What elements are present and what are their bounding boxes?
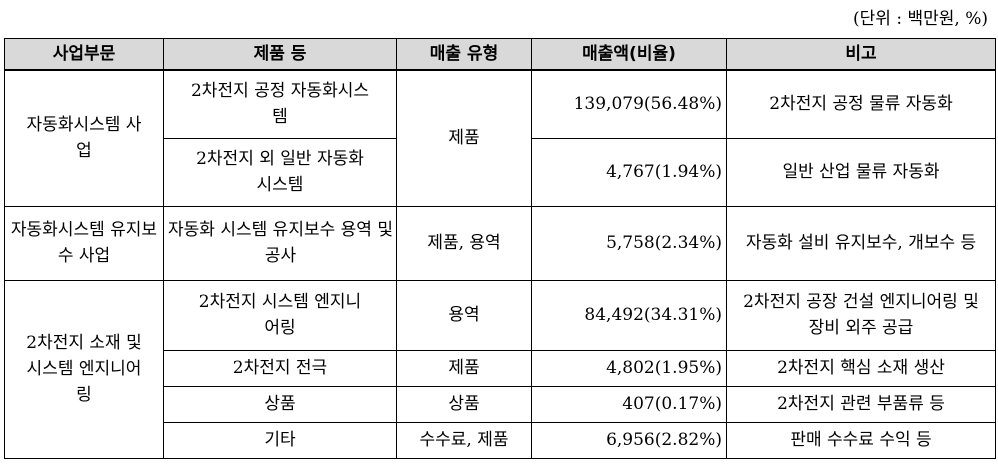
segment-cell: 자동화시스템 사업 — [4, 69, 164, 207]
type-cell: 제품 — [396, 349, 532, 387]
segment-cell: 자동화시스템 유지보수 사업 — [4, 205, 164, 281]
unit-note: (단위 : 백만원, %) — [853, 9, 988, 29]
sales-cell: 5,758(2.34%) — [531, 205, 727, 281]
type-cell: 제품 — [396, 69, 532, 207]
type-cell: 수수료, 제품 — [396, 421, 532, 459]
type-cell: 용역 — [396, 279, 532, 351]
note-cell: 2차전지 핵심 소재 생산 — [726, 349, 996, 387]
header-sales: 매출액(비율) — [531, 38, 727, 71]
note-cell: 판매 수수료 수익 등 — [726, 421, 996, 459]
product-cell: 2차전지 외 일반 자동화시스템 — [163, 137, 397, 207]
sales-cell: 139,079(56.48%) — [531, 69, 727, 139]
type-cell: 상품 — [396, 385, 532, 423]
segment-cell: 2차전지 소재 및 시스템 엔지니어링 — [4, 279, 164, 459]
table-row: 2차전지 전극 제품 4,802(1.95%) 2차전지 핵심 소재 생산 — [5, 349, 996, 387]
table-row: 자동화시스템 사업 2차전지 공정 자동화시스템 제품 139,079(56.4… — [4, 69, 996, 207]
sales-cell: 4,802(1.95%) — [531, 349, 727, 387]
note-cell: 일반 산업 물류 자동화 — [726, 137, 996, 207]
product-cell: 2차전지 시스템 엔지니어링 — [163, 279, 397, 351]
product-cell: 상품 — [163, 385, 397, 423]
header-product: 제품 등 — [163, 38, 397, 71]
header-note: 비고 — [726, 38, 996, 71]
product-cell: 2차전지 공정 자동화시스템 — [163, 69, 397, 139]
product-cell: 기타 — [163, 421, 397, 459]
table-row: 자동화시스템 유지보수 사업 자동화 시스템 유지보수 용역 및 공사 제품, … — [4, 205, 996, 281]
note-cell: 자동화 설비 유지보수, 개보수 등 — [726, 205, 996, 281]
product-cell: 2차전지 전극 — [163, 349, 397, 387]
sales-cell: 4,767(1.94%) — [531, 137, 727, 207]
sales-cell: 6,956(2.82%) — [531, 421, 727, 459]
sales-table: 사업부문 제품 등 매출 유형 매출액(비율) 비고 자동화시스템 사업 2차전… — [4, 38, 996, 459]
note-cell: 2차전지 공장 건설 엔지니어링 및 장비 외주 공급 — [726, 279, 996, 351]
header-segment: 사업부문 — [4, 38, 164, 71]
product-cell: 자동화 시스템 유지보수 용역 및 공사 — [163, 205, 397, 281]
header-type: 매출 유형 — [396, 38, 532, 71]
sales-cell: 407(0.17%) — [531, 385, 727, 423]
table-header-row: 사업부문 제품 등 매출 유형 매출액(비율) 비고 — [4, 38, 996, 71]
note-cell: 2차전지 관련 부품류 등 — [726, 385, 996, 423]
table-row: 기타 수수료, 제품 6,956(2.82%) 판매 수수료 수익 등 — [5, 421, 996, 459]
note-cell: 2차전지 공정 물류 자동화 — [726, 69, 996, 139]
type-cell: 제품, 용역 — [396, 205, 532, 281]
sales-cell: 84,492(34.31%) — [531, 279, 727, 351]
table-row: 2차전지 외 일반 자동화시스템 4,767(1.94%) 일반 산업 물류 자… — [5, 137, 996, 207]
table-row: 2차전지 소재 및 시스템 엔지니어링 2차전지 시스템 엔지니어링 용역 84… — [4, 279, 996, 459]
